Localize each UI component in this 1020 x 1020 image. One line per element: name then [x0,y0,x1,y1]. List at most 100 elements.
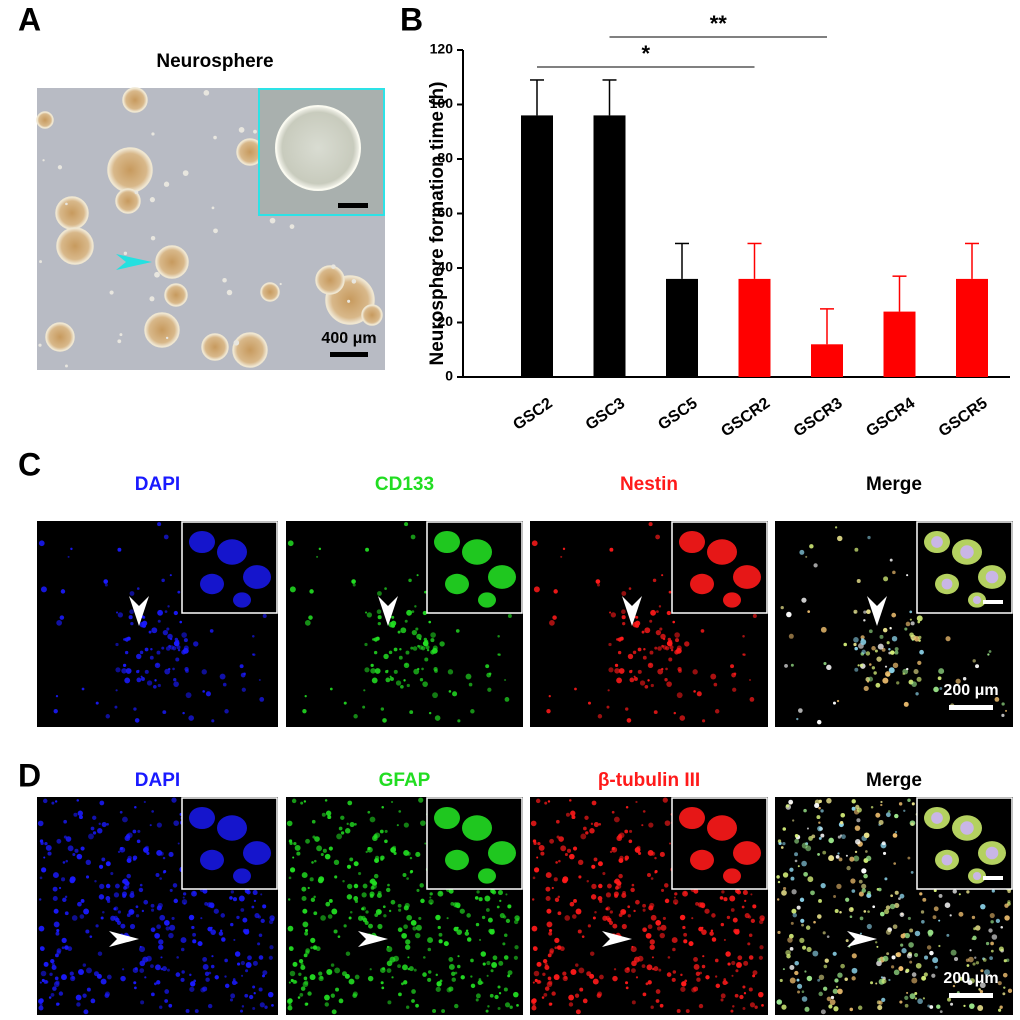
sphere [107,147,153,193]
cell [611,810,615,814]
cell [301,895,307,902]
cell [210,905,214,909]
cell [110,871,114,876]
cell [56,620,63,626]
significance-label: * [641,41,650,66]
cell [239,664,244,669]
cell [385,677,391,683]
cell [637,669,642,674]
cell [929,1005,934,1009]
cell [191,925,195,930]
cell [403,924,408,930]
cell [384,839,388,844]
cell [608,611,612,614]
cell [866,609,871,615]
cell [917,998,923,1005]
inset-cell [478,868,496,884]
cell [782,841,786,846]
cell [854,850,858,854]
cell [369,968,372,971]
cell [616,883,622,889]
cell [911,977,918,984]
cell [490,969,494,973]
cell [236,915,240,920]
cell [145,955,152,962]
cell [240,1009,244,1013]
cell [374,832,381,839]
cell [124,650,129,655]
cell [653,966,659,972]
cell [662,916,666,920]
cell [635,899,640,905]
cell [62,897,67,903]
cell [906,667,909,671]
cell [406,851,411,856]
cell [542,958,548,964]
cell [666,681,672,687]
cell [64,911,69,916]
cell [213,135,217,140]
cell [61,877,66,882]
cell [542,972,546,976]
cell [448,964,455,970]
cell [389,675,392,678]
cell [1000,925,1004,929]
cell [176,645,181,650]
cell [972,935,977,941]
cell [1003,986,1006,989]
cell [818,821,821,824]
cell [589,828,595,834]
cell [419,678,424,682]
cell [558,859,561,863]
cell [669,645,674,650]
arrowhead [847,931,877,947]
cell [313,911,318,916]
cell [82,963,87,967]
cell [863,619,866,622]
cell [257,942,261,946]
cell [399,647,402,651]
cell [412,646,418,651]
cell [614,893,619,898]
panel-label: A [18,1,41,37]
cell [655,629,662,636]
cell [781,890,787,896]
cell [167,968,170,972]
cell [801,597,807,603]
cell [155,964,161,971]
cell [139,960,146,967]
cell [398,655,403,660]
cell [86,987,91,992]
cell [448,888,454,894]
cell [916,676,922,682]
cell [430,638,435,643]
cell [432,1008,437,1013]
cell [592,916,596,920]
cell [303,953,308,958]
cell [618,873,623,879]
cell [953,956,959,962]
cell [123,638,126,641]
cell [818,899,822,903]
cell [642,655,647,660]
cell [498,960,504,966]
cell [457,719,461,723]
cell [49,972,53,976]
cell [881,978,887,984]
cell [411,610,415,614]
cell [393,669,398,674]
cell [560,555,563,558]
cell [743,992,747,995]
cell [380,707,385,711]
cell [878,819,884,825]
cell [381,986,385,990]
cell [790,921,794,925]
cell [885,929,892,935]
error-bar [675,242,689,279]
cell [626,718,632,723]
cell [354,823,357,826]
cell [45,980,49,984]
cell [134,806,137,809]
cell [789,965,795,971]
cell [56,838,62,844]
